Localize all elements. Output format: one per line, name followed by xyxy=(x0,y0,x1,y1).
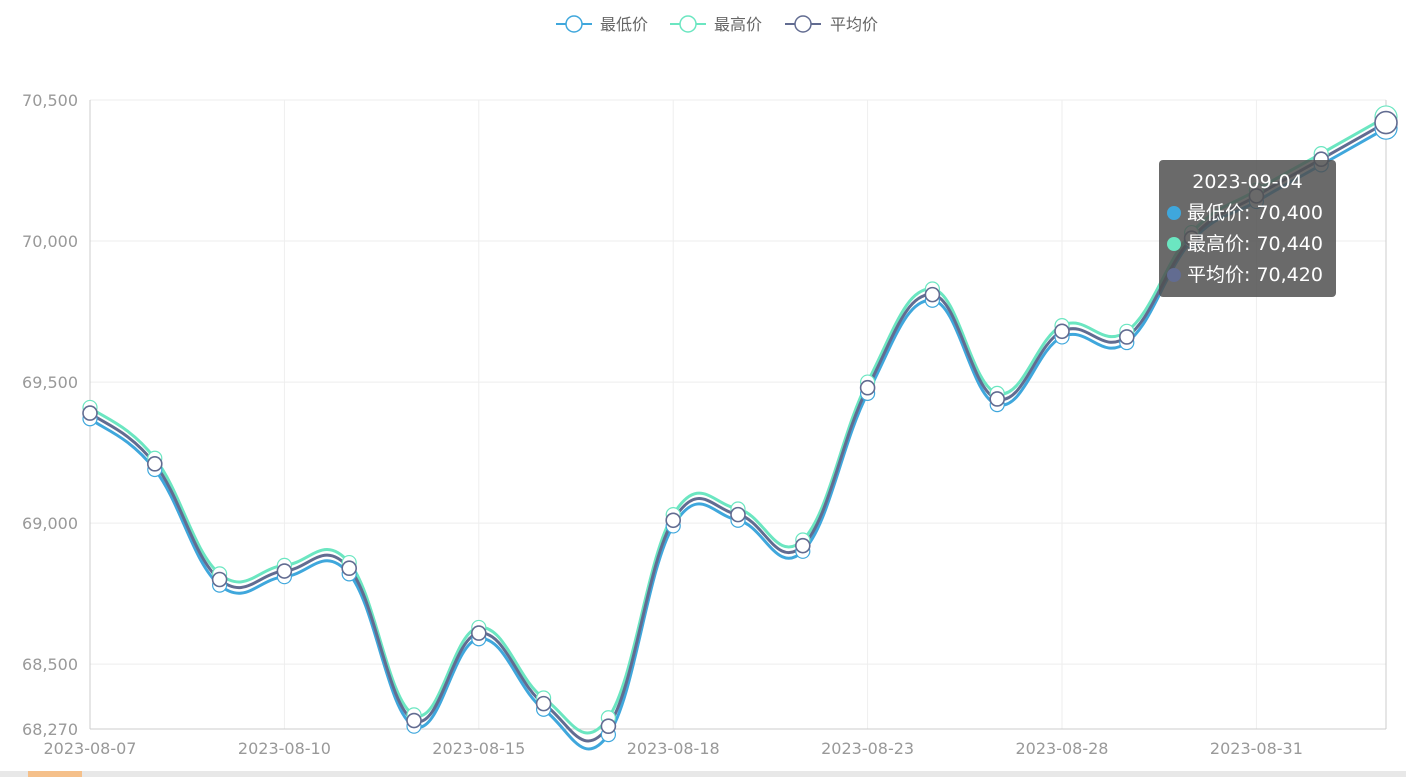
series-avg-point[interactable] xyxy=(82,405,98,421)
tooltip-label-low: 最低价: 70,400 xyxy=(1187,202,1323,224)
series-avg-point[interactable] xyxy=(665,512,682,529)
series-avg-point[interactable] xyxy=(470,625,487,641)
y-tick-label: 69,000 xyxy=(22,514,78,533)
series-avg-line xyxy=(89,121,1387,743)
tooltip-dot-avg xyxy=(1167,268,1181,282)
series-avg-point[interactable] xyxy=(147,456,163,472)
x-tick-label: 2023-08-23 xyxy=(821,739,914,758)
x-tick-label: 2023-08-07 xyxy=(44,739,137,758)
series-high-line xyxy=(89,115,1387,735)
datazoom-scrollbar[interactable] xyxy=(0,771,1406,777)
series-avg-point[interactable] xyxy=(859,379,876,396)
x-tick-label: 2023-08-18 xyxy=(627,739,720,758)
legend-label: 平均价 xyxy=(830,15,878,34)
legend-item-series-low[interactable]: 最低价 xyxy=(556,15,648,34)
series-avg-point[interactable] xyxy=(1119,329,1135,345)
y-tick-label: 68,270 xyxy=(22,720,78,739)
series-avg-point[interactable] xyxy=(535,695,552,712)
y-tick-label: 68,500 xyxy=(22,655,78,674)
tooltip-dot-low xyxy=(1167,206,1181,220)
legend-item-series-high[interactable]: 最高价 xyxy=(670,15,762,34)
legend-label: 最低价 xyxy=(600,15,648,34)
series-avg-point[interactable] xyxy=(794,537,811,554)
tooltip-row-avg: 平均价: 70,420 xyxy=(1167,260,1328,291)
chart-tooltip: 2023-09-04 最低价: 70,400 最高价: 70,440 平均价: … xyxy=(1159,160,1336,297)
datazoom-handle[interactable] xyxy=(28,771,82,777)
series-low-line xyxy=(89,126,1387,751)
tooltip-label-high: 最高价: 70,440 xyxy=(1187,233,1323,255)
legend-marker xyxy=(794,15,812,33)
series-avg-point[interactable] xyxy=(1054,323,1070,340)
series-avg-point[interactable] xyxy=(924,286,941,303)
legend-marker xyxy=(565,15,583,33)
y-tick-label: 70,000 xyxy=(22,232,78,251)
series-avg-point[interactable] xyxy=(406,712,422,729)
x-tick-label: 2023-08-10 xyxy=(238,739,331,758)
y-tick-label: 69,500 xyxy=(22,373,78,392)
tooltip-row-high: 最高价: 70,440 xyxy=(1167,229,1328,260)
tooltip-row-low: 最低价: 70,400 xyxy=(1167,198,1328,229)
series-avg-point[interactable] xyxy=(600,718,617,734)
series-avg-point[interactable] xyxy=(730,506,746,523)
legend-label: 最高价 xyxy=(714,15,762,34)
series-avg-point[interactable] xyxy=(989,391,1006,407)
legend-marker xyxy=(679,15,697,33)
series-avg-point[interactable] xyxy=(341,560,358,577)
series-avg-point[interactable] xyxy=(1374,110,1398,135)
tooltip-title: 2023-09-04 xyxy=(1192,171,1303,193)
x-tick-label: 2023-08-15 xyxy=(432,739,525,758)
series-avg-point[interactable] xyxy=(276,563,293,579)
x-tick-label: 2023-08-28 xyxy=(1016,739,1109,758)
legend-item-series-avg[interactable]: 平均价 xyxy=(785,15,878,34)
tooltip-label-avg: 平均价: 70,420 xyxy=(1187,264,1323,286)
tooltip-dot-high xyxy=(1167,237,1181,251)
series-avg-point[interactable] xyxy=(211,571,228,588)
x-tick-label: 2023-08-31 xyxy=(1210,739,1303,758)
y-tick-label: 70,500 xyxy=(22,91,78,110)
